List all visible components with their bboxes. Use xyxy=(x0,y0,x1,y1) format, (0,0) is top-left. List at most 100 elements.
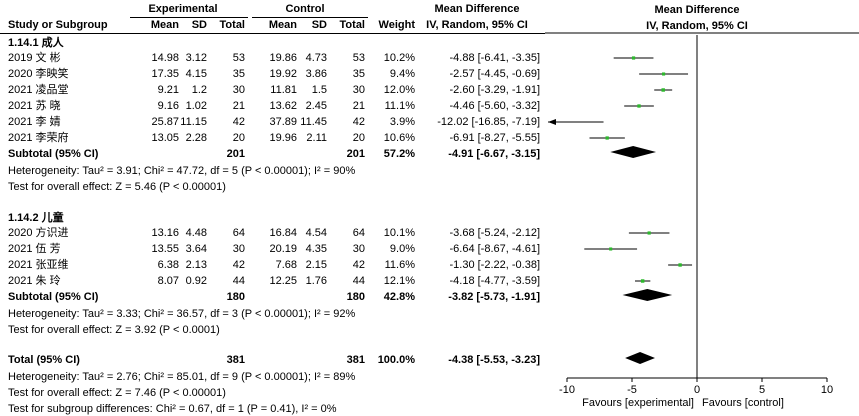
weight-cell: 11.6% xyxy=(384,259,415,271)
ctl-mean-cell: 19.86 xyxy=(269,52,297,64)
exp-sd-cell: 3.64 xyxy=(185,243,207,255)
ctl-sd-cell: 1.76 xyxy=(305,275,327,287)
point-estimate xyxy=(640,279,645,283)
md-sub-header: IV, Random, 95% CI xyxy=(426,19,528,31)
exp-mean-cell: 13.16 xyxy=(151,227,179,239)
exp-total-cell: 20 xyxy=(232,132,245,144)
study-header: Study or Subgroup xyxy=(8,19,108,31)
weight-cell: 9.4% xyxy=(389,68,415,80)
point-estimate xyxy=(605,136,609,140)
ctl-total-cell: 42 xyxy=(352,259,365,271)
ci-cell: -3.68 [-5.24, -2.12] xyxy=(449,227,541,239)
ctl-mean-cell: 11.81 xyxy=(270,84,297,96)
plot-title: Mean Difference xyxy=(655,4,740,16)
exp-sd-header: SD xyxy=(191,19,207,31)
ctl-sd-cell: 4.54 xyxy=(305,227,327,239)
ctl-mean-cell: 13.62 xyxy=(269,100,297,112)
point-estimate xyxy=(678,263,682,267)
x-tick-label: -5 xyxy=(627,384,637,396)
ci-cell: -4.88 [-6.41, -3.35] xyxy=(449,52,541,64)
subtotal-ctl-total: 180 xyxy=(346,291,365,303)
ci-cell: -4.18 [-4.77, -3.59] xyxy=(449,275,541,287)
exp-mean-cell: 14.98 xyxy=(151,52,179,64)
overall-effect-text: Test for overall effect: Z = 3.92 (P < 0… xyxy=(8,324,220,336)
weight-cell: 10.2% xyxy=(383,52,415,64)
study-name: 2021 李 婧 xyxy=(8,116,61,128)
exp-sd-cell: 1.02 xyxy=(185,100,207,112)
ci-cell: -6.91 [-8.27, -5.55] xyxy=(449,132,541,144)
exp-sd-cell: 4.48 xyxy=(185,227,207,239)
weight-cell: 11.1% xyxy=(384,100,415,112)
ci-cell: -2.57 [-4.45, -0.69] xyxy=(449,68,541,80)
exp-total-cell: 30 xyxy=(232,243,245,255)
ci-cell: -1.30 [-2.22, -0.38] xyxy=(449,259,541,271)
subgroup-label: 1.14.2 儿童 xyxy=(8,212,64,224)
study-name: 2021 朱 玲 xyxy=(8,275,61,287)
weight-cell: 10.1% xyxy=(383,227,415,239)
x-tick-label: 5 xyxy=(759,384,765,396)
exp-sd-cell: 0.92 xyxy=(185,275,207,287)
ci-cell: -4.46 [-5.60, -3.32] xyxy=(449,100,541,112)
control-header: Control xyxy=(285,3,325,15)
exp-total-cell: 30 xyxy=(232,84,245,96)
ctl-sd-cell: 4.73 xyxy=(305,52,327,64)
point-estimate xyxy=(609,247,613,251)
exp-mean-cell: 25.87 xyxy=(151,116,179,128)
ctl-total-cell: 35 xyxy=(352,68,365,80)
subtotal-exp-total: 180 xyxy=(226,291,245,303)
weight-cell: 12.0% xyxy=(383,84,415,96)
overall-effect-text: Test for overall effect: Z = 5.46 (P < 0… xyxy=(8,181,226,193)
exp-mean-cell: 9.16 xyxy=(157,100,179,112)
ctl-mean-cell: 19.92 xyxy=(269,68,297,80)
ctl-mean-header: Mean xyxy=(268,19,297,31)
weight-cell: 3.9% xyxy=(389,116,415,128)
header-rule xyxy=(0,33,545,34)
study-name: 2021 李荣府 xyxy=(8,132,69,144)
pooled-diamond xyxy=(622,289,673,301)
x-tick-label: 0 xyxy=(694,384,700,396)
ctl-total-header: Total xyxy=(339,19,365,31)
subtotal-ci: -3.82 [-5.73, -1.91] xyxy=(448,291,540,303)
ci-cell: -12.02 [-16.85, -7.19] xyxy=(437,116,540,128)
ctl-sd-cell: 2.45 xyxy=(305,100,327,112)
md-header: Mean Difference xyxy=(434,3,520,15)
subtotal-label: Subtotal (95% CI) xyxy=(8,291,99,303)
point-estimate xyxy=(662,72,666,76)
exp-sd-cell: 3.12 xyxy=(185,52,207,64)
experimental-header: Experimental xyxy=(148,3,218,15)
study-name: 2021 张亚维 xyxy=(8,259,69,271)
ctl-total-cell: 30 xyxy=(352,243,365,255)
ctl-total-cell: 20 xyxy=(352,132,365,144)
ctl-sd-cell: 2.15 xyxy=(305,259,327,271)
exp-mean-cell: 9.21 xyxy=(157,84,179,96)
total-ci: -4.38 [-5.53, -3.23] xyxy=(448,354,540,366)
weight-cell: 10.6% xyxy=(383,132,415,144)
ctl-sd-cell: 3.86 xyxy=(305,68,327,80)
exp-total-cell: 21 xyxy=(232,100,245,112)
ctl-total-cell: 21 xyxy=(352,100,365,112)
ctl-total-cell: 53 xyxy=(352,52,365,64)
point-estimate xyxy=(661,88,665,92)
exp-total-cell: 42 xyxy=(232,259,245,271)
weight-header: Weight xyxy=(378,19,415,31)
ctl-sd-cell: 4.35 xyxy=(305,243,327,255)
ctl-mean-cell: 19.96 xyxy=(269,132,297,144)
subtotal-ctl-total: 201 xyxy=(346,148,365,160)
plot-subtitle: IV, Random, 95% CI xyxy=(646,20,748,32)
exp-total-cell: 44 xyxy=(232,275,245,287)
total-heterogeneity-text: Heterogeneity: Tau² = 2.76; Chi² = 85.01… xyxy=(8,371,356,383)
exp-sd-cell: 11.15 xyxy=(180,116,207,128)
study-name: 2021 苏 晓 xyxy=(8,100,61,112)
exp-mean-cell: 8.07 xyxy=(157,275,179,287)
ctl-total-cell: 30 xyxy=(352,84,365,96)
ci-cell: -6.64 [-8.67, -4.61] xyxy=(449,243,541,255)
exp-header-rule xyxy=(130,17,248,18)
ctl-header-rule xyxy=(252,17,368,18)
study-name: 2020 方识进 xyxy=(8,227,69,239)
ctl-total-cell: 64 xyxy=(352,227,365,239)
ctl-mean-cell: 37.89 xyxy=(269,116,297,128)
pooled-diamond xyxy=(610,146,657,158)
favours-right-label: Favours [control] xyxy=(702,397,784,409)
ctl-mean-cell: 20.19 xyxy=(269,243,297,255)
favours-left-label: Favours [experimental] xyxy=(582,397,694,409)
